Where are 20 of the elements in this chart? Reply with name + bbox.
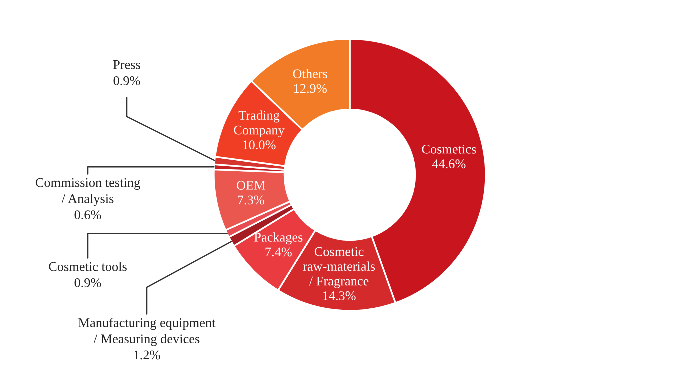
slice-label: Others — [293, 69, 328, 78]
slice-label: Commission testing / Analysis — [36, 178, 140, 206]
slice-label: Packages — [254, 232, 303, 245]
data-label: 12.9% — [294, 84, 327, 94]
data-label: 10.0% — [243, 140, 276, 150]
data-label: 0.9% — [74, 278, 102, 288]
data-label: 0.9% — [114, 76, 140, 86]
slice-label: Cosmetic tools — [49, 262, 127, 272]
data-label: 7.3% — [238, 196, 264, 205]
data-label: 14.3% — [323, 292, 356, 301]
slice-label: Manufacturing equipment / Measuring devices — [78, 318, 216, 346]
data-label: 0.6% — [74, 210, 102, 220]
slice-label: Cosmetics — [422, 144, 476, 154]
slice-label: Press — [113, 60, 140, 70]
slice-label: OEM — [237, 181, 266, 190]
data-label: 44.6% — [432, 160, 466, 169]
data-label: 7.4% — [266, 248, 292, 257]
slice-label: Trading Company — [234, 110, 285, 138]
slice-label: Cosmetic raw-materials / Fragrance — [303, 247, 376, 288]
data-label: 1.2% — [134, 350, 160, 360]
